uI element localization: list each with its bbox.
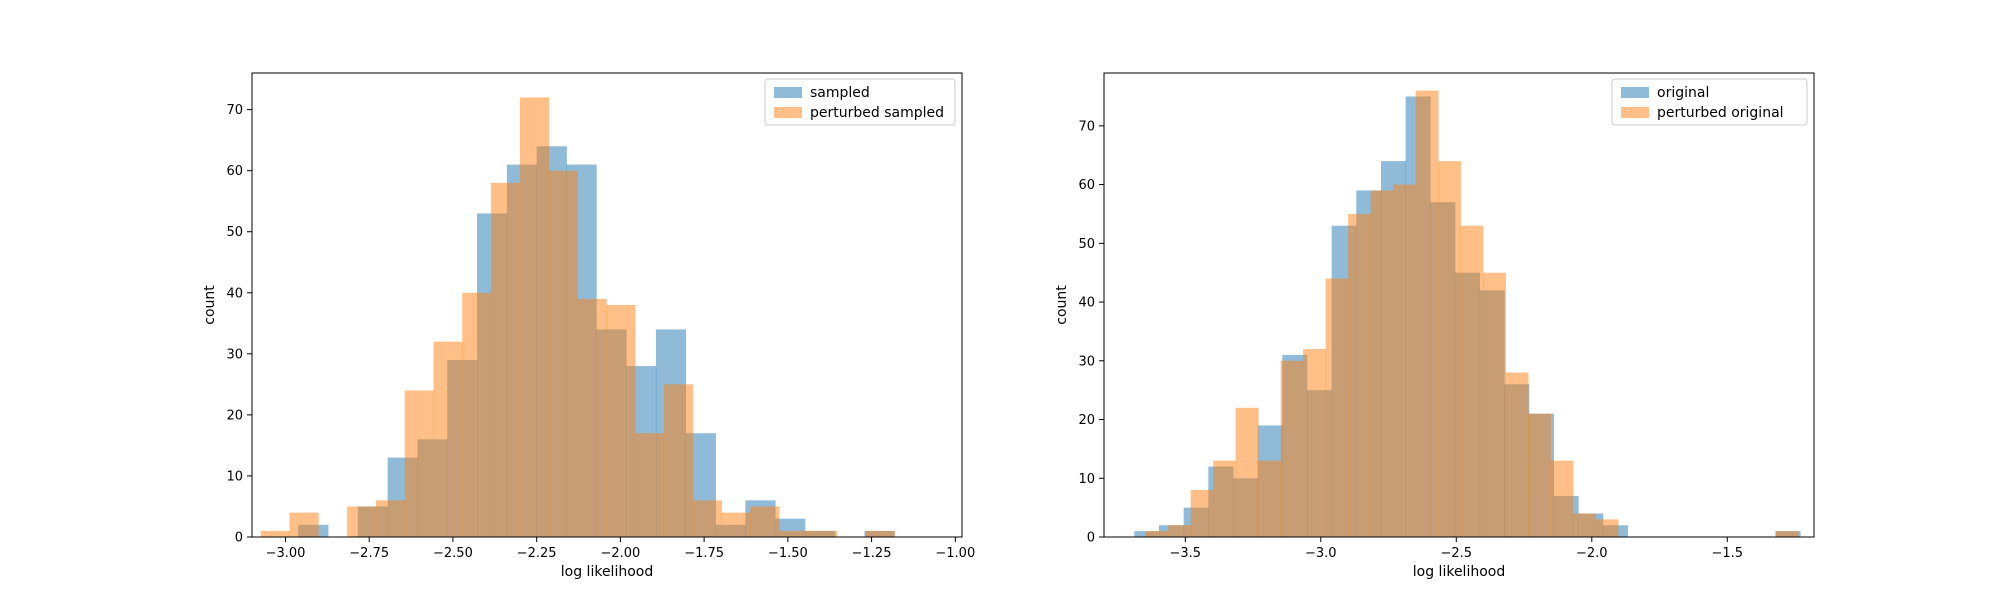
histogram-bar	[1460, 225, 1484, 537]
legend-label: original	[1657, 85, 1709, 101]
legend-swatch	[1621, 87, 1649, 98]
histogram-bar	[289, 512, 319, 537]
histogram-bar	[1325, 278, 1349, 537]
y-tick-label: 70	[226, 103, 243, 118]
histogram-bar	[721, 512, 751, 537]
legend-label: perturbed original	[1657, 105, 1784, 121]
y-tick-label: 0	[235, 531, 243, 546]
y-tick-label: 50	[1078, 237, 1095, 252]
histogram-bar	[663, 384, 694, 537]
legend-label: perturbed sampled	[810, 105, 944, 121]
histogram-bar	[1280, 360, 1304, 537]
histogram-bar	[1258, 460, 1282, 537]
histogram-bar	[1483, 272, 1507, 537]
histogram-bar	[1303, 349, 1327, 537]
y-tick-label: 60	[226, 164, 243, 179]
left-histogram: −3.00 −2.75 −2.50 −2.25 −2.00 −1.75 −1.50 −1.25…	[202, 72, 975, 580]
histogram-bar	[260, 530, 290, 537]
y-axis-label: count	[1054, 285, 1070, 325]
y-tick-label: 40	[226, 286, 243, 301]
histogram-bar	[1438, 161, 1462, 537]
x-tick-label: −2.75	[349, 546, 389, 561]
histogram-bar	[1348, 213, 1372, 537]
y-tick-label: 60	[1078, 178, 1095, 193]
x-axis-label: log likelihood	[1413, 564, 1505, 580]
histogram-bar	[375, 500, 406, 537]
x-tick-label: −3.00	[266, 546, 306, 561]
y-tick-label: 70	[1078, 119, 1095, 134]
y-tick-label: 20	[1078, 413, 1095, 428]
y-tick-label: 0	[1087, 531, 1095, 546]
histogram-bar	[1595, 519, 1619, 537]
histogram-bar	[1415, 90, 1439, 538]
y-tick-label: 20	[226, 408, 243, 423]
legend-box	[1611, 78, 1808, 126]
y-tick-label: 10	[1078, 472, 1095, 487]
histogram-bar	[1168, 525, 1192, 537]
legend-swatch	[774, 107, 802, 118]
histogram-bar	[1190, 490, 1214, 537]
histogram-bar	[606, 305, 636, 537]
histogram-bar	[347, 506, 377, 537]
histogram-bar	[1393, 184, 1417, 537]
histogram-bar	[1505, 372, 1529, 537]
x-tick-label: −3.5	[1170, 546, 1202, 561]
y-axis-label: count	[202, 285, 218, 325]
x-tick-label: −1.00	[935, 546, 975, 561]
histogram-bar	[404, 390, 434, 537]
y-tick-label: 30	[1078, 354, 1095, 369]
x-tick-label: −2.25	[517, 546, 557, 561]
legend: sampled perturbed sampled	[764, 78, 956, 126]
x-tick-label: −2.0	[1576, 546, 1608, 561]
histogram-bar	[491, 182, 521, 537]
axes-frame	[251, 72, 963, 538]
legend-label: sampled	[810, 85, 870, 101]
histogram-bar	[1213, 460, 1237, 537]
histogram-bar	[577, 298, 607, 537]
y-tick-label: 30	[226, 347, 243, 362]
x-tick-label: −2.50	[433, 546, 473, 561]
histogram-bar	[1145, 531, 1169, 537]
histogram-bar	[519, 97, 550, 538]
legend: original perturbed original	[1611, 78, 1808, 126]
histogram-bar	[779, 530, 809, 537]
x-tick-label: −2.5	[1441, 546, 1473, 561]
x-tick-label: −1.5	[1711, 546, 1743, 561]
histogram-bar	[462, 292, 492, 537]
right-histogram: −3.5 −3.0 −2.5 −2.0 −1.5 0 10 20 30 40 50 60 70 log l…	[1054, 72, 1815, 580]
legend-box	[764, 78, 956, 126]
x-tick-label: −1.75	[684, 546, 724, 561]
x-tick-label: −2.00	[600, 546, 640, 561]
series-1-bars	[260, 97, 895, 538]
histogram-bar	[865, 530, 895, 537]
legend-swatch	[1621, 107, 1649, 118]
x-tick-label: −1.50	[768, 546, 808, 561]
y-tick-label: 10	[226, 469, 243, 484]
x-tick-label: −3.0	[1305, 546, 1337, 561]
x-axis-label: log likelihood	[561, 564, 653, 580]
series-1-bars	[1145, 90, 1799, 538]
histogram-bar	[807, 530, 838, 537]
histogram-bar	[692, 500, 722, 537]
histogram-bar	[1235, 407, 1259, 537]
y-tick-label: 50	[226, 225, 243, 240]
histogram-bar	[750, 506, 780, 537]
histogram-bar	[1550, 460, 1574, 537]
histogram-bar	[1528, 413, 1551, 537]
legend-swatch	[774, 87, 802, 98]
x-tick-label: −1.25	[852, 546, 892, 561]
histogram-bar	[1573, 513, 1596, 537]
histogram-bar	[1775, 531, 1799, 537]
histogram-bar	[1370, 190, 1394, 537]
histogram-bar	[433, 341, 463, 537]
axes-frame	[1103, 72, 1815, 538]
histogram-bar	[548, 170, 578, 537]
y-tick-label: 40	[1078, 296, 1095, 311]
histogram-bar	[635, 433, 665, 537]
